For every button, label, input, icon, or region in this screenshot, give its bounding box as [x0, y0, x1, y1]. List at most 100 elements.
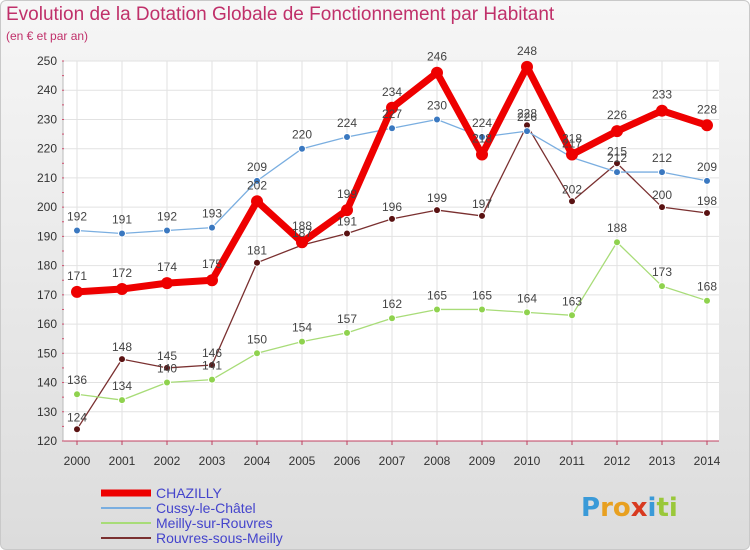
data-label: 124 [67, 410, 87, 424]
data-point [703, 209, 711, 217]
data-label: 191 [112, 212, 132, 226]
data-point [73, 425, 81, 434]
data-label: 209 [247, 160, 267, 174]
data-point [206, 274, 218, 287]
data-label: 209 [697, 160, 717, 174]
data-label: 224 [472, 116, 492, 130]
data-point [523, 127, 531, 136]
data-label: 136 [67, 373, 87, 387]
data-label: 226 [517, 110, 537, 124]
data-label: 163 [562, 294, 582, 308]
data-label: 234 [382, 85, 402, 99]
data-point [343, 133, 351, 141]
logo-letter: i [669, 493, 678, 523]
data-point [703, 296, 711, 305]
data-point [478, 211, 486, 220]
x-tick-label: 2000 [64, 454, 91, 468]
data-point [208, 361, 216, 369]
data-point [118, 396, 126, 405]
data-point [568, 311, 576, 320]
y-tick-label: 120 [37, 434, 57, 448]
data-label: 193 [202, 207, 222, 221]
data-point [118, 355, 126, 364]
data-point [253, 349, 261, 358]
y-tick-label: 240 [37, 83, 57, 97]
data-label: 192 [67, 210, 87, 224]
data-point [613, 238, 621, 247]
plot-area [63, 61, 719, 441]
x-tick-label: 2011 [559, 454, 585, 468]
y-tick-label: 220 [37, 142, 57, 156]
legend-item-label: Cussy-le-Châtel [156, 500, 256, 516]
data-label: 192 [157, 210, 177, 224]
data-label: 198 [697, 194, 717, 208]
data-label: 218 [562, 132, 582, 146]
data-label: 134 [112, 379, 132, 393]
y-tick-label: 160 [37, 317, 57, 331]
data-label: 168 [697, 280, 717, 294]
data-label: 212 [607, 151, 627, 165]
legend-item-label: Rouvres-sous-Meilly [156, 530, 283, 546]
x-tick-label: 2005 [289, 454, 316, 468]
data-point [298, 144, 306, 153]
data-label: 150 [247, 332, 267, 346]
data-label: 145 [157, 349, 177, 363]
series-meilly-sur-rouvres [73, 238, 711, 405]
data-label: 154 [292, 321, 312, 335]
data-point [433, 115, 441, 124]
data-point [523, 308, 531, 317]
data-label: 217 [562, 136, 582, 150]
data-label: 165 [427, 288, 447, 302]
chart-subtitle: (en € et par an) [6, 29, 89, 43]
data-label: 226 [607, 108, 627, 122]
data-point [613, 159, 621, 168]
data-label: 146 [202, 346, 222, 360]
data-point [253, 258, 261, 267]
data-label: 197 [472, 197, 492, 211]
data-label: 218 [472, 132, 492, 146]
data-label: 215 [607, 144, 627, 158]
data-point [611, 125, 623, 138]
data-point [658, 168, 666, 177]
data-label: 227 [382, 107, 402, 121]
data-point [433, 305, 441, 314]
data-point [568, 197, 576, 206]
data-label: 199 [427, 191, 447, 205]
data-point [433, 206, 441, 215]
data-label: 246 [427, 50, 447, 64]
x-tick-label: 2001 [109, 454, 136, 468]
data-label: 224 [337, 116, 357, 130]
data-point [163, 226, 171, 235]
data-point [208, 375, 216, 384]
series-chazilly [71, 60, 713, 298]
data-point [163, 363, 171, 372]
data-point [161, 277, 173, 290]
series-rouvres-sous-meilly [73, 121, 711, 434]
x-tick-label: 2008 [424, 454, 451, 468]
logo-letter: r [600, 493, 613, 523]
x-tick-label: 2010 [514, 454, 541, 468]
logo-letter: o [613, 493, 631, 523]
proxiti-logo: Proxiti [581, 493, 678, 523]
data-label: 140 [157, 362, 177, 376]
data-label: 181 [247, 244, 267, 258]
data-label: 171 [67, 269, 87, 283]
legend-item-label: CHAZILLY [156, 485, 223, 501]
data-label: 191 [337, 214, 357, 228]
data-label: 141 [202, 359, 222, 373]
x-tick-label: 2012 [604, 454, 631, 468]
y-tick-label: 190 [37, 229, 57, 243]
logo-letter: P [581, 493, 600, 523]
data-point [298, 337, 306, 346]
data-point [208, 223, 216, 232]
data-point [703, 176, 711, 185]
data-label: 175 [202, 257, 222, 271]
x-tick-label: 2007 [379, 454, 406, 468]
data-label: 165 [472, 288, 492, 302]
data-label: 148 [112, 340, 132, 354]
data-point [701, 119, 713, 132]
data-label: 172 [112, 266, 132, 280]
data-point [478, 305, 486, 314]
data-point [478, 133, 486, 141]
